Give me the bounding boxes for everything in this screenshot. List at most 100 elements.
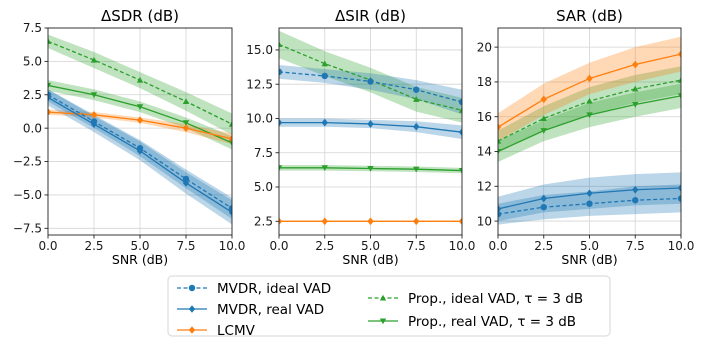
plot-area <box>498 36 681 225</box>
point-mvdr_real <box>367 120 374 128</box>
point-prop_real <box>228 140 232 147</box>
point-mvdr_ideal <box>321 72 328 80</box>
x-tick-label: 7.5 <box>407 239 426 253</box>
point-lcmv <box>182 124 190 132</box>
y-tick-label: 18 <box>477 75 492 89</box>
y-tick-label: 10.0 <box>246 112 273 126</box>
point-mvdr_real <box>90 120 98 128</box>
x-tick-label: 7.5 <box>176 239 195 253</box>
point-lcmv <box>90 111 98 119</box>
plot-area <box>279 30 462 226</box>
y-tick-label: 15.0 <box>246 43 273 57</box>
point-mvdr_real <box>182 179 190 187</box>
point-prop_real <box>182 120 190 127</box>
y-tick-label: 2.5 <box>23 88 42 102</box>
point-mvdr_ideal <box>632 197 639 204</box>
x-tick-label: 7.5 <box>626 239 645 253</box>
legend-marker <box>188 284 196 292</box>
legend-label: Prop., real VAD, τ = 3 dB <box>408 314 576 330</box>
point-prop_real <box>367 165 374 172</box>
x-tick-label: 2.5 <box>84 239 103 253</box>
y-tick-label: −5.0 <box>13 188 42 202</box>
legend-label: Prop., ideal VAD, τ = 3 dB <box>408 291 583 307</box>
point-mvdr_real <box>413 122 420 131</box>
point-prop_real <box>321 165 328 172</box>
point-lcmv <box>136 116 144 124</box>
point-mvdr_ideal <box>182 175 190 183</box>
y-tick-label: 5.0 <box>23 55 42 69</box>
point-prop_ideal <box>632 85 639 92</box>
legend-entry-mvdr_real: MVDR, real VAD <box>177 302 324 318</box>
point-prop_real <box>632 101 639 108</box>
chart-title-sdr: ΔSDR (dB) <box>101 7 179 25</box>
point-prop_real <box>279 165 283 172</box>
point-prop_real <box>540 128 547 134</box>
y-tick-label: 2.5 <box>254 214 273 228</box>
point-mvdr_real <box>632 185 639 194</box>
legend-label: LCMV <box>217 323 256 339</box>
point-lcmv <box>586 74 593 83</box>
point-mvdr_ideal <box>279 68 283 76</box>
panel-sdr: 0.0 2.5 5.0 7.5 10.0 −7.5 −5.0 −2.5 0.0 2.5 5.0 7.5… <box>13 7 246 267</box>
point-prop_ideal <box>458 107 462 113</box>
point-prop_ideal <box>677 76 681 83</box>
point-mvdr_ideal <box>540 203 547 211</box>
legend-marker <box>188 305 196 313</box>
legend-entry-prop_ideal: Prop., ideal VAD, τ = 3 dB <box>368 291 583 307</box>
x-axis-label: SNR (dB) <box>112 252 168 267</box>
point-lcmv <box>540 95 547 104</box>
point-prop_ideal <box>136 76 144 83</box>
legend-entry-mvdr_ideal: MVDR, ideal VAD <box>177 281 331 297</box>
y-tick-label: 16 <box>477 110 492 124</box>
point-prop_real <box>136 104 144 110</box>
y-tick-label: 12.5 <box>246 77 273 91</box>
y-tick-label: 14 <box>477 145 492 159</box>
point-prop_ideal <box>586 97 593 104</box>
legend-label: MVDR, ideal VAD <box>217 281 331 297</box>
point-lcmv <box>321 217 328 226</box>
x-tick-label: 5.0 <box>361 239 380 253</box>
point-mvdr_ideal <box>458 98 462 106</box>
point-prop_real <box>498 148 502 155</box>
chart-title-sar: SAR (dB) <box>556 7 623 25</box>
legend-entry-lcmv: LCMV <box>177 323 256 339</box>
point-mvdr_ideal <box>367 78 374 85</box>
x-tick-label: 2.5 <box>534 239 553 253</box>
point-prop_real <box>413 166 420 173</box>
point-mvdr_ideal <box>586 200 593 207</box>
point-prop_ideal <box>321 60 328 67</box>
point-prop_ideal <box>279 41 283 48</box>
point-mvdr_real <box>498 205 502 213</box>
point-lcmv <box>458 217 462 226</box>
point-prop_ideal <box>182 98 190 105</box>
point-lcmv <box>632 60 639 69</box>
point-prop_ideal <box>48 38 52 44</box>
point-prop_real <box>586 112 593 119</box>
legend-marker <box>379 294 387 301</box>
x-tick-label: 2.5 <box>315 239 334 253</box>
point-lcmv <box>228 135 232 143</box>
point-mvdr_real <box>540 194 547 203</box>
y-tick-label: 7.5 <box>23 21 42 35</box>
y-tick-label: 0.0 <box>23 121 42 135</box>
point-mvdr_real <box>458 128 462 136</box>
y-tick-label: −2.5 <box>13 155 42 169</box>
point-lcmv <box>413 217 420 226</box>
y-tick-label: 7.5 <box>254 146 273 160</box>
point-prop_ideal <box>413 96 420 102</box>
point-lcmv <box>279 217 283 226</box>
y-tick-label: 5.0 <box>254 180 273 194</box>
y-tick-label: 10 <box>477 214 492 228</box>
x-tick-label: 5.0 <box>130 239 149 253</box>
point-mvdr_real <box>677 184 681 192</box>
point-prop_real <box>677 93 681 100</box>
point-mvdr_ideal <box>413 86 420 93</box>
x-tick-label: 0.0 <box>38 239 57 253</box>
point-prop_real <box>458 168 462 174</box>
point-lcmv <box>367 217 374 226</box>
x-tick-label: 10.0 <box>668 239 695 253</box>
plot-area <box>48 34 232 225</box>
y-tick-label: 20 <box>477 40 492 54</box>
x-tick-label: 10.0 <box>449 239 476 253</box>
